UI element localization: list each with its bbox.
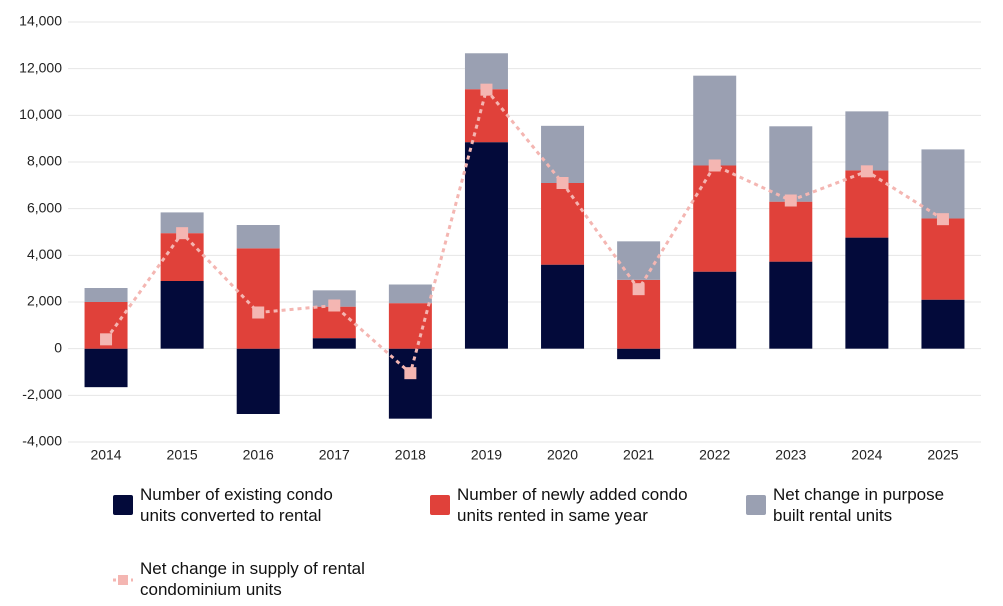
x-tick-label: 2024 <box>851 447 882 463</box>
y-tick-label: 6,000 <box>27 199 62 215</box>
line-marker <box>328 299 341 312</box>
x-tick-label: 2014 <box>90 447 121 463</box>
bar <box>312 306 356 339</box>
y-tick-label: 10,000 <box>19 106 62 122</box>
legend-label: Net change in purpose built rental units <box>773 485 945 525</box>
bar <box>845 111 889 171</box>
bar <box>464 142 508 349</box>
line-marker <box>252 306 265 319</box>
bar <box>160 281 204 349</box>
bar <box>769 126 813 202</box>
bar <box>312 290 356 307</box>
y-tick-label: 12,000 <box>19 59 62 75</box>
legend-line-icon <box>113 575 133 585</box>
x-tick-label: 2016 <box>243 447 274 463</box>
x-tick-label: 2021 <box>623 447 654 463</box>
x-tick-label: 2018 <box>395 447 426 463</box>
x-tick-label: 2025 <box>927 447 958 463</box>
bar <box>464 53 508 90</box>
y-tick-label: 0 <box>54 339 62 355</box>
legend-item: Net change in purpose built rental units <box>746 484 976 526</box>
legend-item: Net change in supply of rental condomini… <box>113 558 373 600</box>
bar <box>769 261 813 349</box>
bar <box>160 212 204 234</box>
bar <box>236 348 280 414</box>
x-tick-label: 2023 <box>775 447 806 463</box>
line-marker <box>860 165 873 178</box>
bar <box>84 348 128 388</box>
bar <box>236 225 280 249</box>
line-marker <box>784 194 797 207</box>
bar <box>693 165 737 272</box>
bar <box>617 241 661 280</box>
bar <box>845 237 889 349</box>
legend-label: Number of newly added condo units rented… <box>457 485 688 525</box>
bar <box>236 248 280 349</box>
line-marker <box>556 177 569 189</box>
bar <box>388 303 432 349</box>
x-tick-label: 2015 <box>167 447 198 463</box>
y-tick-label: 2,000 <box>27 293 62 309</box>
legend-swatch <box>746 495 766 515</box>
legend-item: Number of existing condo units converted… <box>113 484 353 526</box>
y-tick-label: 8,000 <box>27 153 62 169</box>
y-tick-label: -2,000 <box>22 386 62 402</box>
legend-label: Number of existing condo units converted… <box>140 485 333 525</box>
y-tick-label: -4,000 <box>22 433 62 449</box>
bar <box>921 299 965 349</box>
y-tick-label: 14,000 <box>19 13 62 29</box>
bar <box>464 89 508 143</box>
bar <box>160 233 204 281</box>
line-marker <box>404 367 417 380</box>
legend-swatch <box>430 495 450 515</box>
legend-item: Number of newly added condo units rented… <box>430 484 690 526</box>
bar <box>388 348 432 419</box>
bar <box>312 338 356 349</box>
line-marker <box>100 333 113 346</box>
bar <box>541 183 585 265</box>
line-marker <box>708 159 721 172</box>
x-tick-label: 2017 <box>319 447 350 463</box>
line-marker <box>936 213 949 226</box>
bar <box>769 201 813 262</box>
line-marker <box>632 283 645 296</box>
bar <box>617 348 661 360</box>
bar <box>693 271 737 349</box>
bar <box>921 218 965 300</box>
bar <box>84 288 128 302</box>
legend-label: Net change in supply of rental condomini… <box>140 559 365 599</box>
y-tick-label: 4,000 <box>27 246 62 262</box>
bar <box>541 125 585 183</box>
legend-swatch <box>113 495 133 515</box>
x-tick-label: 2020 <box>547 447 578 463</box>
bar <box>388 284 432 304</box>
line <box>104 86 944 376</box>
chart: -4,000 -2,000 0 2,000 4,000 6,000 8,000 10,000 1… <box>19 13 981 463</box>
x-tick-label: 2019 <box>471 447 502 463</box>
line-marker <box>480 83 493 96</box>
bar <box>693 75 737 166</box>
legend-swatch <box>113 570 133 590</box>
bar <box>921 149 965 219</box>
x-tick-label: 2022 <box>699 447 730 463</box>
bar <box>541 264 585 349</box>
line-marker <box>176 227 189 240</box>
